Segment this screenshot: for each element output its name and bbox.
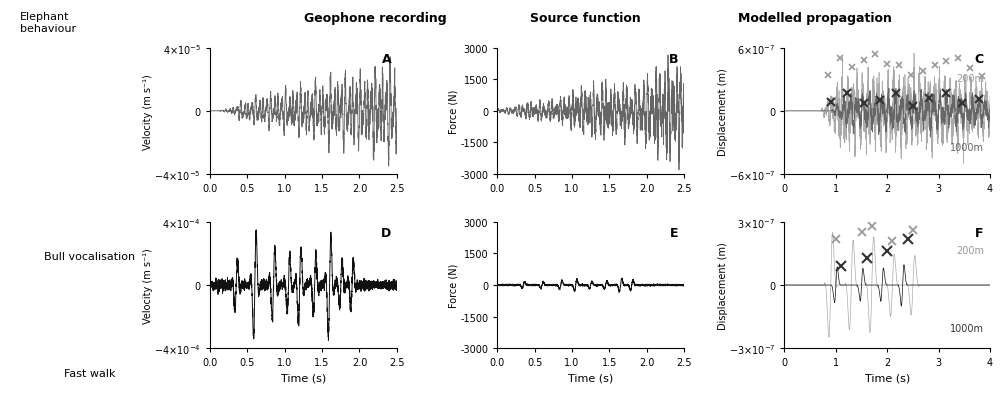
Y-axis label: Displacement (m): Displacement (m): [718, 68, 728, 156]
Text: F: F: [975, 226, 984, 239]
Y-axis label: Velocity (m s⁻¹): Velocity (m s⁻¹): [143, 247, 153, 323]
Y-axis label: Force (N): Force (N): [449, 263, 459, 307]
Text: Modelled propagation: Modelled propagation: [738, 12, 892, 25]
Text: 1000m: 1000m: [950, 143, 984, 153]
Y-axis label: Velocity (m s⁻¹): Velocity (m s⁻¹): [143, 74, 153, 149]
X-axis label: Time (s): Time (s): [281, 373, 326, 383]
X-axis label: Time (s): Time (s): [568, 373, 613, 383]
Text: Source function: Source function: [530, 12, 640, 25]
Text: Bull vocalisation: Bull vocalisation: [44, 251, 136, 261]
Y-axis label: Force (N): Force (N): [449, 90, 459, 134]
Text: 1000m: 1000m: [950, 323, 984, 333]
Text: A: A: [382, 52, 391, 65]
Y-axis label: Displacement (m): Displacement (m): [718, 241, 728, 329]
X-axis label: Time (s): Time (s): [865, 373, 910, 383]
Text: Geophone recording: Geophone recording: [304, 12, 446, 25]
Text: 200m: 200m: [956, 245, 984, 255]
Text: E: E: [670, 226, 678, 239]
Text: Fast walk: Fast walk: [64, 369, 116, 379]
Text: Elephant
behaviour: Elephant behaviour: [20, 12, 76, 34]
Text: B: B: [669, 52, 678, 65]
Text: 200m: 200m: [956, 74, 984, 84]
Text: C: C: [975, 52, 984, 65]
Text: D: D: [381, 226, 391, 239]
